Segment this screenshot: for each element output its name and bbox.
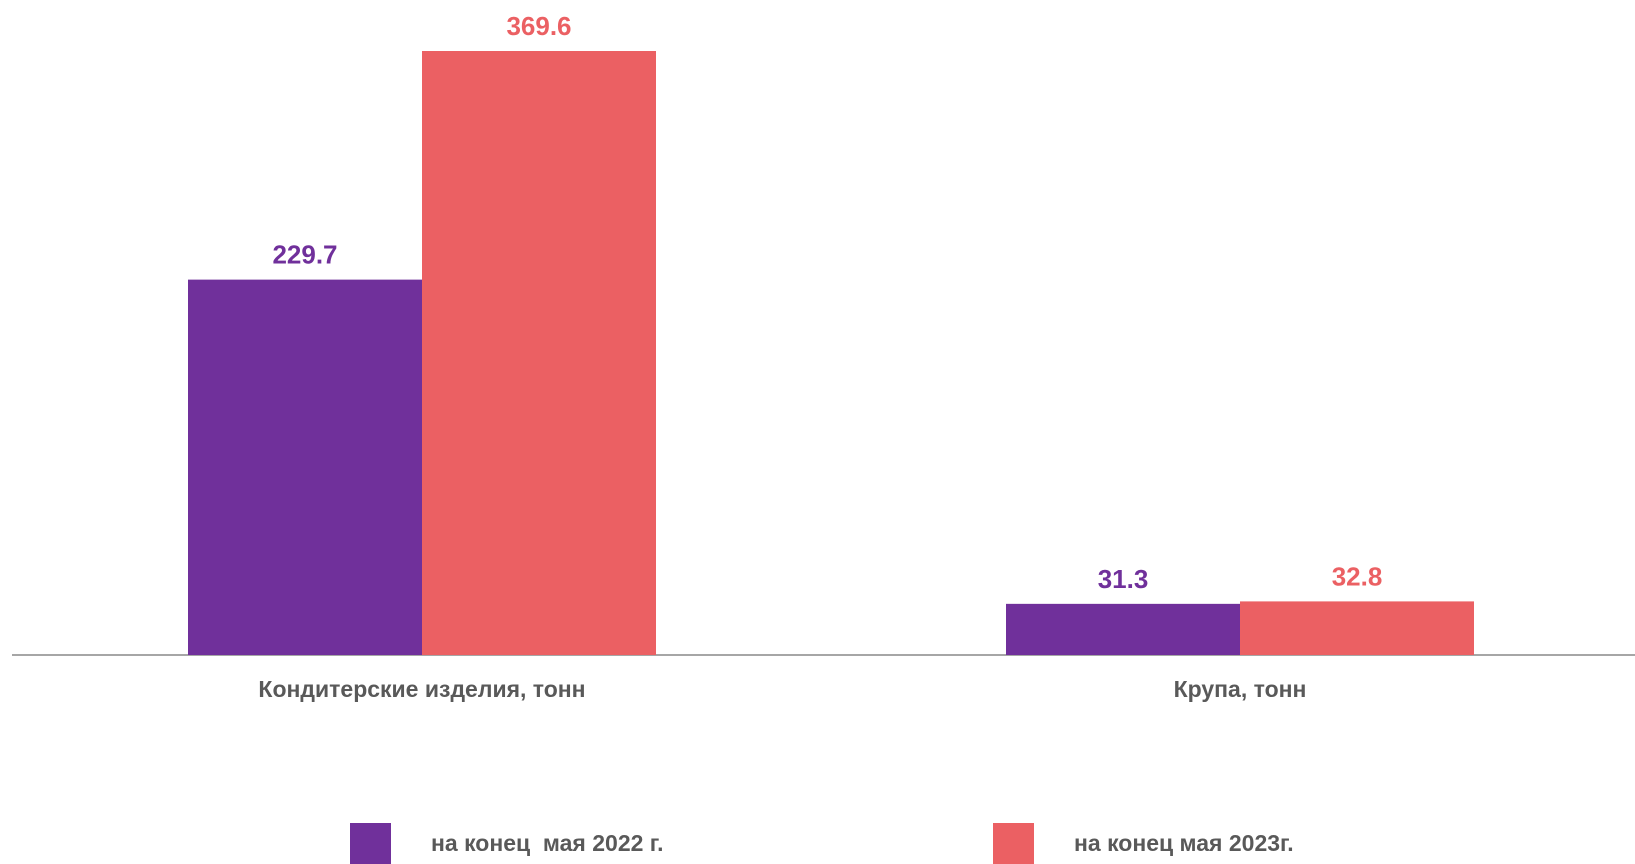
category-label-1: Кондитерские изделия, тонн xyxy=(258,676,585,702)
legend-swatch-2022 xyxy=(350,822,391,864)
category-label-2: Крупа, тонн xyxy=(1174,676,1307,702)
legend-swatch-2023 xyxy=(993,822,1034,864)
value-label-series1-cat1: 229.7 xyxy=(272,240,337,270)
value-label-series1-cat2: 31.3 xyxy=(1098,564,1149,594)
value-label-series2-cat1: 369.6 xyxy=(506,11,571,41)
bar-series1-cat2 xyxy=(1006,603,1240,655)
bars-group xyxy=(188,51,1474,655)
bar-series2-cat2 xyxy=(1240,601,1474,655)
bar-series2-cat1 xyxy=(422,51,656,655)
legend-label-2022: на конец мая 2022 г. xyxy=(431,829,664,856)
legend-label-2023: на конец мая 2023г. xyxy=(1074,829,1294,856)
category-labels-group: Кондитерские изделия, тонн Крупа, тонн xyxy=(258,676,1306,702)
value-label-series2-cat2: 32.8 xyxy=(1332,561,1383,591)
bar-chart: 229.7 369.6 31.3 32.8 Кондитерские изделия,… xyxy=(12,11,1635,702)
value-labels-group: 229.7 369.6 31.3 32.8 xyxy=(272,11,1382,594)
legend-item-2023: на конец мая 2023г. xyxy=(993,822,1294,864)
bar-series1-cat1 xyxy=(188,279,422,655)
legend-item-2022: на конец мая 2022 г. xyxy=(350,822,664,864)
